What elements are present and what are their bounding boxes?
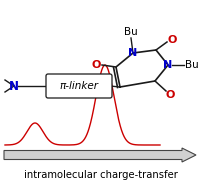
Text: Bu: Bu [184,60,198,70]
Text: N: N [163,60,172,70]
Text: O: O [166,35,176,45]
Text: O: O [164,90,174,100]
Text: O: O [91,60,100,70]
Text: N: N [9,80,19,92]
Text: N: N [128,48,137,58]
FancyBboxPatch shape [46,74,112,98]
FancyArrow shape [4,148,195,162]
Text: intramolecular charge-transfer: intramolecular charge-transfer [24,170,177,180]
Text: π-linker: π-linker [59,81,98,91]
Text: Bu: Bu [123,27,137,37]
